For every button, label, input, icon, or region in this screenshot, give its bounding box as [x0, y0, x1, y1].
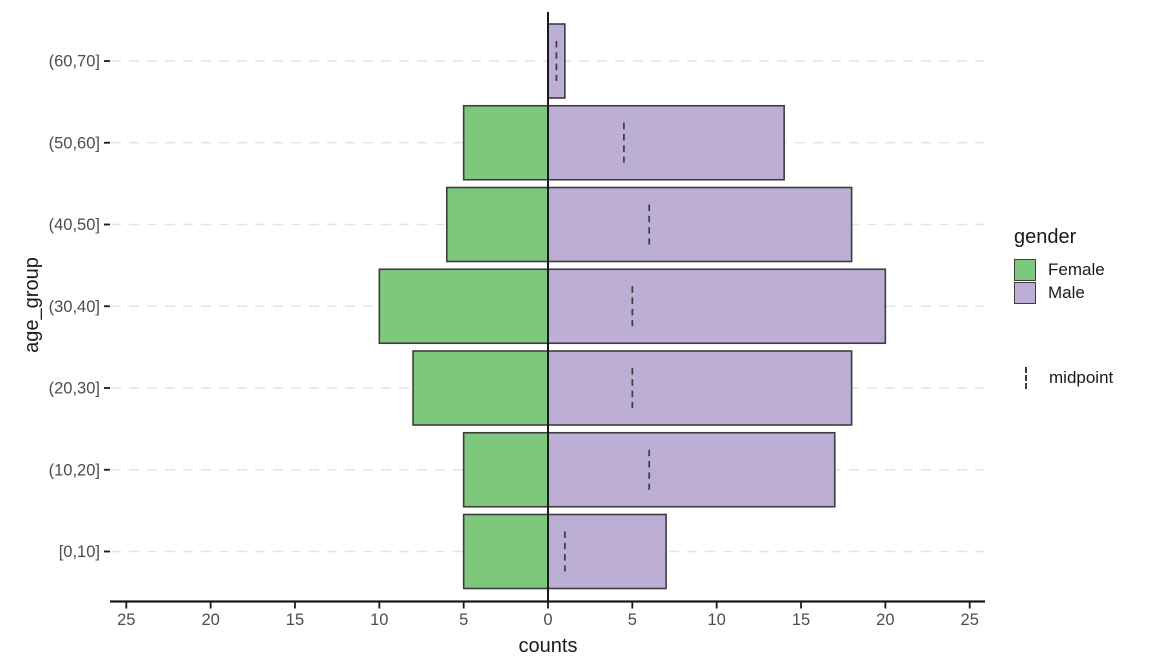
x-axis-title: counts: [518, 635, 578, 657]
bar-male-1: [547, 104, 785, 181]
y-tick-label-4: (20,30]: [49, 380, 100, 398]
x-tick-label-10: 25: [961, 611, 979, 629]
x-tick-label-1: 20: [201, 611, 219, 629]
x-tick-label-6: 5: [628, 611, 637, 629]
x-tick-label-9: 20: [876, 611, 894, 629]
bar-male-4: [547, 350, 853, 426]
legend-item-midpoint: midpoint: [1014, 366, 1146, 389]
x-tick-label-2: 15: [286, 611, 304, 629]
x-tick-label-0: 25: [117, 611, 135, 629]
bar-male-0: [547, 23, 566, 99]
bar-male-6: [547, 513, 667, 590]
bar-female-5: [462, 431, 549, 508]
bar-female-1: [462, 104, 549, 181]
legend-label-male: Male: [1048, 282, 1085, 302]
midpoint-dashed-line-icon: [1014, 366, 1037, 389]
bar-female-2: [445, 186, 549, 263]
bar-female-6: [462, 513, 549, 590]
y-tick-label-3: (30,40]: [49, 298, 100, 316]
bar-male-2: [547, 186, 853, 263]
legend-spacer: [1014, 304, 1146, 366]
bar-male-5: [547, 431, 836, 508]
x-tick-label-3: 10: [370, 611, 388, 629]
x-tick-label-7: 10: [708, 611, 726, 629]
x-tick-label-4: 5: [459, 611, 468, 629]
legend-label-female: Female: [1048, 259, 1105, 279]
bar-female-4: [412, 350, 549, 426]
legend-item-female: Female: [1014, 258, 1146, 281]
legend-title: gender: [1014, 226, 1077, 248]
legend-label-midpoint: midpoint: [1049, 367, 1114, 387]
y-tick-label-1: (50,60]: [49, 134, 100, 152]
y-tick-label-6: [0,10]: [59, 543, 100, 561]
male-swatch-icon: [1014, 281, 1036, 304]
y-axis-title: age_group: [21, 257, 43, 353]
legend-item-male: Male: [1014, 281, 1146, 304]
bar-male-3: [547, 268, 887, 345]
y-tick-label-2: (40,50]: [49, 216, 100, 234]
x-tick-label-8: 15: [792, 611, 810, 629]
y-tick-label-5: (10,20]: [49, 461, 100, 479]
legend: gender Female Male midpoint: [1014, 226, 1146, 389]
female-swatch-icon: [1014, 258, 1036, 281]
x-tick-label-5: 0: [543, 611, 552, 629]
y-tick-label-0: (60,70]: [49, 53, 100, 71]
bar-female-3: [378, 268, 549, 345]
